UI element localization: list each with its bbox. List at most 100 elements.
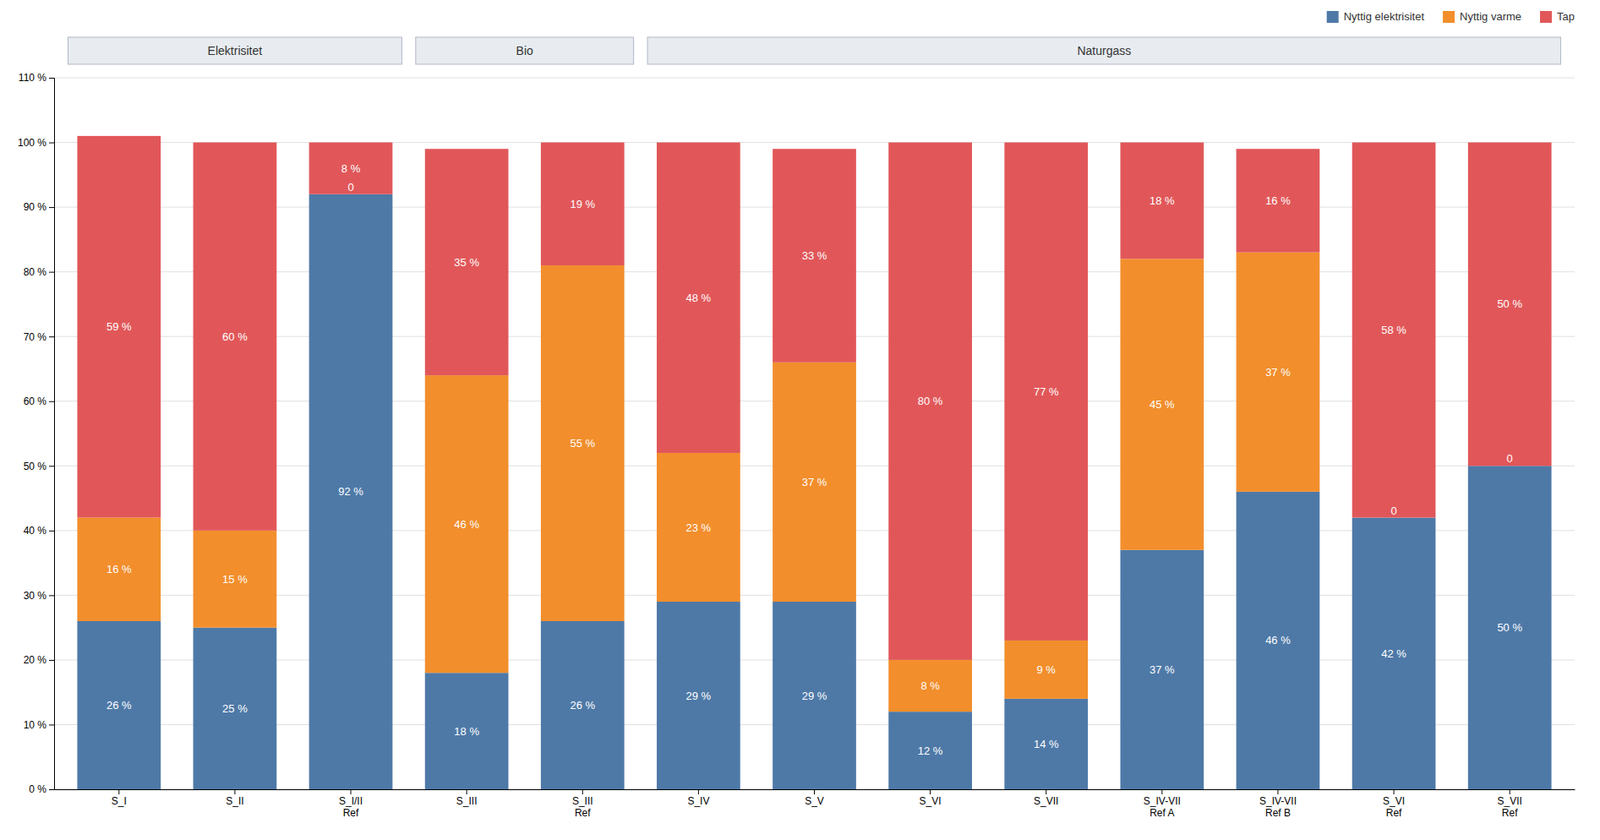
tick-label: 30 % <box>23 589 48 602</box>
tick-label: 80 % <box>23 266 48 279</box>
tick: 90 % <box>23 201 55 213</box>
bar-segment <box>540 142 625 266</box>
tick-label: S_IV <box>687 795 710 808</box>
data-label: 55 % <box>569 436 596 450</box>
legend-label: Tap <box>1556 10 1575 23</box>
tick: 80 % <box>23 266 55 279</box>
bar-segment <box>309 142 394 195</box>
bar-segment <box>193 142 278 531</box>
bar-segment <box>1119 258 1204 550</box>
data-label: 37 % <box>802 475 828 489</box>
bar-segment <box>656 601 741 790</box>
tick-mark <box>466 789 468 795</box>
data-label: 0 <box>1390 504 1397 518</box>
group-headers: ElektrisitetBioNaturgass <box>67 37 1561 65</box>
grid-line <box>54 141 1575 143</box>
tick-mark <box>49 724 55 726</box>
bar-segment <box>193 627 278 790</box>
legend-swatch <box>1442 10 1455 23</box>
data-label: 26 % <box>106 698 132 712</box>
bar-segment <box>1004 640 1088 699</box>
x-axis: S_IS_IIS_I/IIRefS_IIIS_IIIRefS_IVS_VS_VI… <box>54 789 1576 820</box>
bar-segment <box>193 530 278 628</box>
tick: 0 % <box>28 783 55 796</box>
tick-label: S_VII <box>1033 795 1059 808</box>
tick-mark <box>49 789 55 791</box>
tick-mark <box>49 401 55 403</box>
bar-segment <box>888 711 973 790</box>
legend: Nyttig elektrisitet Nyttig varme Tap <box>1326 10 1575 23</box>
data-label: 58 % <box>1381 323 1407 337</box>
legend-swatch <box>1539 10 1552 23</box>
grid <box>54 77 1575 790</box>
tick-mark <box>1045 789 1047 795</box>
data-label: 12 % <box>917 744 944 758</box>
data-label: 18 % <box>1149 194 1175 208</box>
data-label: 16 % <box>1265 194 1291 208</box>
bar-segment <box>1004 698 1088 790</box>
tick-label: 20 % <box>23 654 48 667</box>
tick: 110 % <box>18 71 55 84</box>
data-label: 92 % <box>338 485 364 498</box>
legend-item: Tap <box>1539 10 1575 23</box>
tick-mark <box>118 789 120 795</box>
tick-mark <box>929 789 931 795</box>
data-label: 37 % <box>1265 365 1291 379</box>
tick: 20 % <box>23 654 55 667</box>
tick-label-line: S_VI <box>919 795 942 808</box>
tick-label-line: S_III <box>456 795 478 808</box>
data-label: 16 % <box>106 562 132 576</box>
bar-segment <box>540 265 625 622</box>
tick-label: 110 % <box>18 71 47 84</box>
data-label: 46 % <box>1265 633 1291 647</box>
tick-label: S_IV-VIIRef A <box>1143 795 1181 820</box>
legend-item: Nyttig elektrisitet <box>1326 10 1426 23</box>
tick-label: S_III <box>456 795 478 808</box>
legend-label: Nyttig elektrisitet <box>1343 10 1426 23</box>
bar-segment <box>76 621 161 790</box>
data-label: 80 % <box>917 394 944 408</box>
tick: S_IV-VIIRef A <box>1143 789 1181 820</box>
group-header <box>415 37 634 65</box>
tick-mark <box>813 789 815 795</box>
bar-segment <box>309 194 394 790</box>
tick-mark <box>49 595 55 596</box>
series <box>76 136 1551 661</box>
bar-segment <box>888 660 973 712</box>
tick-label: S_VIIRef <box>1497 795 1523 820</box>
tick-mark <box>49 336 55 338</box>
tick-mark <box>1161 789 1163 795</box>
data-label: 0 <box>1507 452 1513 465</box>
tick-label: S_I/IIRef <box>338 795 363 820</box>
bar-segment <box>76 518 161 622</box>
tick: S_IV <box>687 789 710 808</box>
data-labels: 26 %25 %92 %18 %26 %29 %29 %12 %14 %37 %… <box>106 162 1523 758</box>
data-label: 48 % <box>686 291 712 305</box>
tick-label: 10 % <box>23 719 48 732</box>
group-header <box>67 37 402 65</box>
bar-segment <box>76 136 161 519</box>
tick-label-line: S_IV-VII <box>1143 795 1181 808</box>
tick-label-line: S_IV-VII <box>1259 795 1297 808</box>
bar-segment <box>772 148 857 363</box>
bar-segment <box>540 621 625 790</box>
tick-mark <box>49 272 55 274</box>
tick-mark <box>49 660 55 661</box>
data-label: 50 % <box>1496 297 1523 311</box>
group-label: Bio <box>516 43 534 58</box>
tick-mark <box>582 789 584 795</box>
chart: 26 %25 %92 %18 %26 %29 %29 %12 %14 %37 %… <box>0 0 1600 840</box>
data-label: 29 % <box>686 689 712 703</box>
legend-item: Nyttig varme <box>1442 10 1522 23</box>
data-label: 60 % <box>222 330 248 344</box>
bar-segment <box>772 362 857 602</box>
bar-segment <box>1352 518 1437 790</box>
data-label: 37 % <box>1149 663 1175 677</box>
data-label: 29 % <box>802 689 828 703</box>
data-label: 46 % <box>453 518 480 531</box>
bar-segment <box>1468 465 1552 790</box>
tick-label-line: S_I/II <box>338 795 363 808</box>
tick-label: 60 % <box>23 395 48 408</box>
tick-label: S_VIRef <box>1382 795 1405 820</box>
tick-mark <box>698 789 699 795</box>
